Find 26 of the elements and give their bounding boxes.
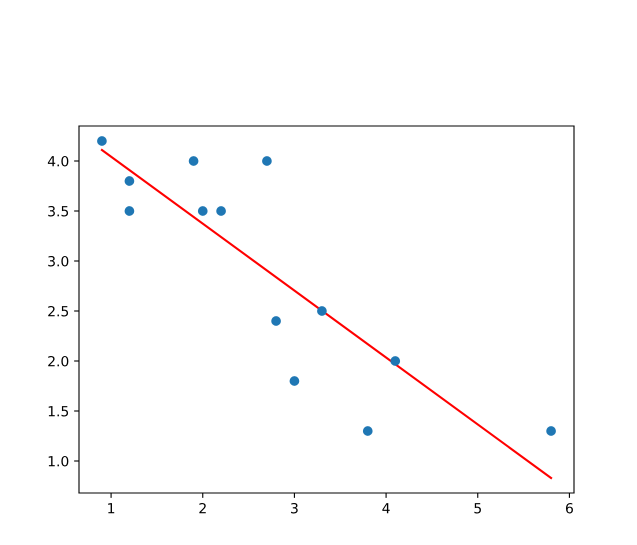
- y-tick-label: 3.0: [48, 256, 68, 266]
- point: [188, 156, 198, 166]
- point: [317, 306, 327, 316]
- y-tick-label: 1.5: [48, 406, 68, 416]
- x-tick-label: 6: [566, 502, 573, 514]
- point: [124, 206, 134, 216]
- x-tick-label: 4: [382, 503, 390, 514]
- point: [124, 176, 134, 186]
- point: [216, 206, 226, 216]
- point: [262, 156, 272, 166]
- point: [390, 356, 400, 366]
- point: [198, 206, 208, 216]
- x-tick-label: 1: [108, 503, 114, 514]
- y-tick-label: 4.0: [48, 156, 68, 166]
- point: [546, 426, 556, 436]
- point: [290, 376, 300, 386]
- y-tick-label: 2.5: [48, 306, 68, 316]
- x-tick-label: 2: [199, 502, 206, 514]
- y-tick-label: 2.0: [48, 356, 68, 366]
- point: [271, 316, 281, 326]
- x-tick-label: 5: [474, 503, 481, 514]
- y-tick-label: 3.5: [48, 206, 68, 216]
- point: [97, 136, 107, 146]
- point: [362, 426, 373, 436]
- x-tick-label: 3: [291, 502, 298, 514]
- y-tick-label: 1.0: [48, 456, 68, 466]
